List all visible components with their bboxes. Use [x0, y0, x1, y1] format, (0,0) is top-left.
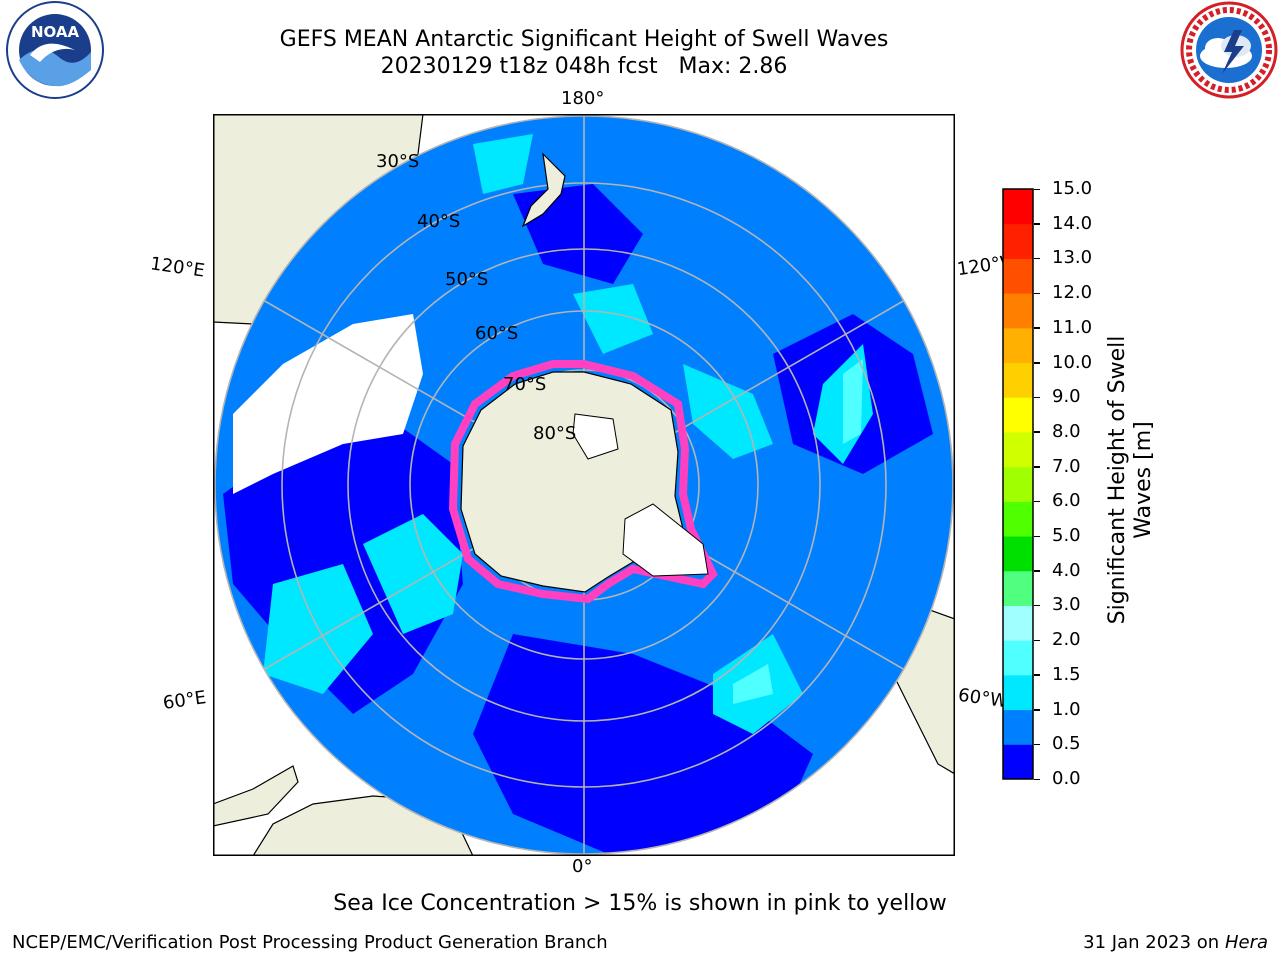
colorbar-segment: [1003, 570, 1033, 606]
colorbar-segment: [1003, 501, 1033, 537]
colorbar-tick-label: 12.0: [1052, 282, 1093, 304]
colorbar-tick-label: 6.0: [1052, 490, 1081, 512]
ross-ice-shelf: [572, 413, 619, 460]
colorbar-tick-mark: [1034, 709, 1040, 711]
sea-ice-caption: Sea Ice Concentration > 15% is shown in …: [333, 891, 947, 916]
colorbar-title: Significant Height of Swell Waves [m]: [1105, 335, 1156, 625]
colorbar-tick-label: 1.0: [1052, 698, 1081, 720]
colorbar-segment: [1003, 397, 1033, 433]
colorbar-tick-label: 0.0: [1052, 768, 1081, 789]
colorbar-tick-label: 2.0: [1052, 629, 1081, 651]
colorbar-tick-label: 7.0: [1052, 455, 1081, 477]
colorbar-tick-label: 13.0: [1052, 247, 1093, 269]
map-title: GEFS MEAN Antarctic Significant Height o…: [279, 27, 889, 52]
new-zealand-land: [521, 152, 566, 228]
lon-label-0: 0°: [572, 856, 593, 877]
colorbar-segment: [1003, 536, 1033, 572]
lat-label-80s: 80°S: [533, 423, 577, 444]
noaa-logo-text: NOAA: [31, 23, 80, 41]
lon-label-180: 180°: [561, 88, 605, 109]
colorbar-tick-label: 8.0: [1052, 420, 1081, 442]
sea-ice-edge: [448, 360, 718, 604]
colorbar-segment: [1003, 258, 1033, 294]
swell-low-region: [473, 634, 813, 854]
colorbar: [1002, 188, 1034, 780]
colorbar-tick-label: 11.0: [1052, 316, 1093, 338]
colorbar-tick-label: 14.0: [1052, 212, 1093, 234]
colorbar-segment: [1003, 640, 1033, 676]
colorbar-tick-label: 15.0: [1052, 178, 1093, 199]
colorbar-tick-mark: [1034, 570, 1040, 572]
colorbar-segment: [1003, 709, 1033, 745]
weddell-sea-ice: [622, 503, 709, 577]
colorbar-tick-label: 9.0: [1052, 386, 1081, 408]
lat-label-70s: 70°S: [503, 374, 547, 395]
colorbar-segment: [1003, 223, 1033, 259]
colorbar-tick-mark: [1034, 778, 1040, 780]
colorbar-segment: [1003, 744, 1033, 780]
footer-date-text: 31 Jan 2023 on: [1083, 932, 1220, 953]
lon-label-120e: 120°E: [148, 253, 206, 282]
sea-ice-area: [233, 314, 423, 494]
footer-date: 31 Jan 2023 on Hera: [1083, 932, 1268, 953]
colorbar-tick-mark: [1034, 223, 1040, 225]
colorbar-tick-label: 4.0: [1052, 559, 1081, 581]
footer-machine: Hera: [1224, 932, 1268, 953]
swell-mid-region: [363, 514, 463, 634]
polar-map: [213, 114, 955, 856]
lat-label-30s: 30°S: [376, 151, 420, 172]
colorbar-segment: [1003, 362, 1033, 398]
colorbar-tick-mark: [1034, 500, 1040, 503]
colorbar-tick-mark: [1034, 604, 1040, 607]
colorbar-segment: [1003, 605, 1033, 641]
lat-label-60s: 60°S: [475, 323, 519, 344]
colorbar-segment: [1003, 674, 1033, 711]
colorbar-tick-mark: [1034, 639, 1040, 642]
swell-high-region: [733, 664, 773, 704]
colorbar-tick-label: 3.0: [1052, 594, 1081, 616]
colorbar-tick-label: 1.5: [1052, 663, 1081, 685]
colorbar-segment: [1003, 293, 1033, 329]
colorbar-tick-mark: [1034, 327, 1040, 329]
swell-high-region: [843, 359, 863, 444]
nws-logo-icon: [1180, 1, 1278, 99]
colorbar-tick-mark: [1034, 396, 1040, 399]
footer-producer: NCEP/EMC/Verification Post Processing Pr…: [12, 932, 608, 953]
map-subtitle: 20230129 t18z 048h fcst Max: 2.86: [380, 54, 788, 79]
swell-mid-region: [573, 284, 653, 354]
lon-label-60e: 60°E: [161, 687, 208, 714]
colorbar-tick-label: 5.0: [1052, 525, 1081, 547]
colorbar-tick-mark: [1034, 535, 1040, 538]
colorbar-segment: [1003, 431, 1033, 468]
lat-label-50s: 50°S: [445, 269, 489, 290]
colorbar-tick-mark: [1034, 257, 1040, 260]
colorbar-tick-mark: [1034, 362, 1040, 364]
colorbar-segment: [1003, 466, 1033, 502]
colorbar-tick-mark: [1034, 292, 1040, 295]
colorbar-tick-mark: [1034, 431, 1040, 433]
colorbar-tick-mark: [1034, 743, 1040, 746]
colorbar-tick-mark: [1034, 466, 1040, 468]
colorbar-tick-mark: [1034, 674, 1040, 676]
colorbar-tick-label: 0.5: [1052, 733, 1081, 755]
colorbar-tick-mark: [1034, 188, 1040, 190]
madagascar-land: [213, 765, 299, 827]
noaa-logo-icon: NOAA: [6, 1, 104, 99]
colorbar-segment: [1003, 189, 1033, 225]
colorbar-tick-label: 10.0: [1052, 351, 1093, 373]
colorbar-segment: [1003, 327, 1033, 364]
swell-mid-region: [473, 134, 533, 194]
lat-label-40s: 40°S: [417, 211, 461, 232]
